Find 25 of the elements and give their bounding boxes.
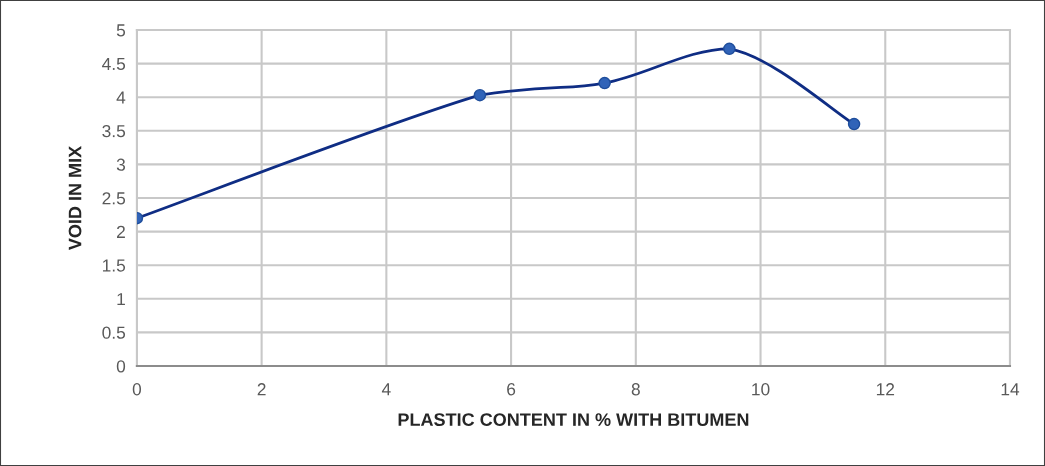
x-tick-label: 2 — [257, 383, 266, 396]
y-tick-label: 4.5 — [102, 57, 126, 71]
point — [473, 88, 487, 102]
point — [847, 117, 861, 131]
y-tick-label: 4 — [116, 91, 126, 104]
y-tick-label: 5 — [116, 24, 126, 37]
x-tick-label: 14 — [1001, 383, 1020, 396]
y-tick-label: 1 — [117, 293, 125, 306]
y-tick-label: 2.5 — [102, 192, 126, 205]
point — [598, 76, 611, 90]
y-axis-title: VOID IN MIX — [68, 145, 82, 251]
x-tick-label: 0 — [132, 383, 142, 396]
x-tick-label: 10 — [752, 383, 770, 396]
y-tick-label: 0.5 — [102, 326, 126, 339]
x-tick-label: 4 — [381, 383, 391, 396]
x-tick-label: 12 — [876, 383, 895, 396]
y-tick-label: 1.5 — [102, 259, 126, 272]
y-tick-label: 3.5 — [102, 124, 126, 138]
y-tick-label: 0 — [116, 360, 126, 373]
x-tick-label: 8 — [631, 383, 640, 396]
y-tick-label: 2 — [117, 225, 125, 238]
point — [723, 42, 736, 56]
y-tick-label: 3 — [116, 158, 126, 171]
x-tick-label: 6 — [507, 383, 516, 396]
x-axis-title: PLASTIC CONTENT IN % WITH BITUMEN — [398, 413, 749, 426]
